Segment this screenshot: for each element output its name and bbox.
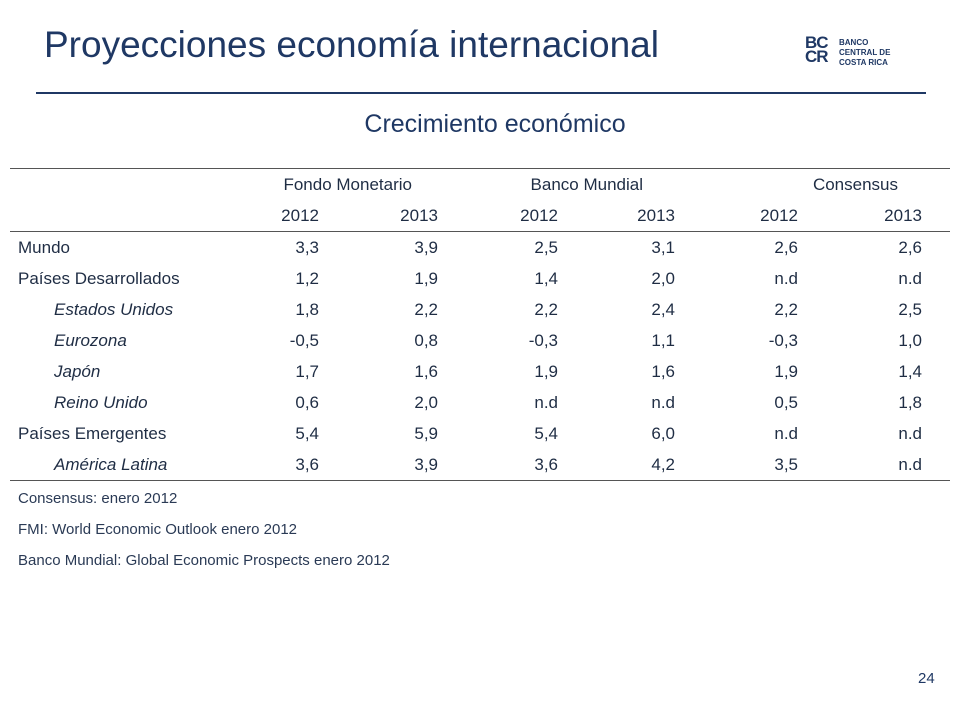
table-cell: 2,6 xyxy=(898,237,922,257)
year-header: 2013 xyxy=(333,200,452,232)
note-fmi: FMI: World Economic Outlook enero 2012 xyxy=(18,521,298,538)
table-cell: 3,6 xyxy=(452,449,572,481)
slide-title: Proyecciones economía internacional xyxy=(44,24,659,65)
row-label: Países Emergentes xyxy=(18,423,167,443)
table-cell: 2,2 xyxy=(414,299,438,319)
header-blank xyxy=(10,168,246,200)
table-cell: 3,9 xyxy=(333,449,452,481)
table-cell: 4,2 xyxy=(572,449,689,481)
table-cell: 5,9 xyxy=(414,423,438,443)
title-divider xyxy=(36,92,926,94)
table-body: Mundo 3,3 3,9 2,5 3,1 2,6 2,6 Países Desarrolla… xyxy=(10,232,950,481)
table-cell: 2,5 xyxy=(534,237,558,257)
table-cell: 1,9 xyxy=(414,268,438,288)
table-row: América Latina 3,6 3,9 3,6 4,2 3,5 n.d xyxy=(10,449,950,481)
table-cell: n.d xyxy=(898,423,922,443)
bccr-logo: BC CR BANCO CENTRAL DE COSTA RICA xyxy=(805,33,920,70)
table-cell: 1,6 xyxy=(414,361,438,381)
table-cell: n.d xyxy=(774,423,798,443)
table-cell: 1,0 xyxy=(898,330,922,350)
table-cell: 2,5 xyxy=(898,299,922,319)
note-consensus: Consensus: enero 2012 xyxy=(18,490,178,507)
row-label: Estados Unidos xyxy=(54,299,174,319)
table-row: Eurozona -0,5 0,8 -0,3 1,1 -0,3 1,0 xyxy=(10,325,950,356)
table-cell: n.d xyxy=(534,392,558,412)
year-header: 2012 xyxy=(452,200,572,232)
table-cell: 2,4 xyxy=(651,299,675,319)
table-cell: 1,9 xyxy=(534,361,558,381)
table-cell: 3,9 xyxy=(414,237,438,257)
table-cell: 2,0 xyxy=(651,268,675,288)
table-cell: 1,8 xyxy=(295,299,319,319)
row-label: Reino Unido xyxy=(54,392,148,412)
row-label: Mundo xyxy=(18,237,70,257)
logo-wordmark: BANCO CENTRAL DE COSTA RICA xyxy=(839,38,891,67)
row-label: Países Desarrollados xyxy=(18,268,180,288)
logo-monogram: BC CR xyxy=(805,33,829,66)
table-cell: 1,1 xyxy=(651,330,675,350)
table-cell: 5,4 xyxy=(534,423,558,443)
table-cell: n.d xyxy=(651,392,675,412)
table-cell: -0,3 xyxy=(528,330,558,350)
table-cell: 0,8 xyxy=(414,330,438,350)
header-blank xyxy=(10,200,246,232)
table-row: Países Desarrollados 1,2 1,9 1,4 2,0 n.d n.d xyxy=(10,263,950,294)
year-header-row: 2012 2013 2012 2013 2012 2013 xyxy=(10,200,950,232)
table-row: Estados Unidos 1,8 2,2 2,2 2,4 2,2 2,5 xyxy=(10,294,950,325)
table-cell: 1,8 xyxy=(898,392,922,412)
table-cell: 1,4 xyxy=(898,361,922,381)
table-subtitle: Crecimiento económico xyxy=(364,110,626,138)
table-cell: 0,6 xyxy=(295,392,319,412)
table-cell: n.d xyxy=(898,268,922,288)
year-header: 2013 xyxy=(572,200,689,232)
table-row: Países Emergentes 5,4 5,9 5,4 6,0 n.d n.d xyxy=(10,418,950,449)
source-notes: Consensus: enero 2012 FMI: World Economi… xyxy=(18,488,390,581)
table-cell: 3,5 xyxy=(689,449,812,481)
note-banco-mundial: Banco Mundial: Global Economic Prospects… xyxy=(18,552,390,569)
table-cell: 2,6 xyxy=(774,237,798,257)
group-header-row: Fondo Monetario Banco Mundial Consensus xyxy=(10,168,950,200)
year-header: 2013 xyxy=(812,200,950,232)
table-cell: 1,7 xyxy=(295,361,319,381)
row-label: Eurozona xyxy=(54,330,127,350)
table-row: Japón 1,7 1,6 1,9 1,6 1,9 1,4 xyxy=(10,356,950,387)
table-cell: 2,2 xyxy=(534,299,558,319)
table-cell: -0,5 xyxy=(289,330,319,350)
table-cell: 5,4 xyxy=(295,423,319,443)
year-header: 2012 xyxy=(246,200,333,232)
table-cell: 3,6 xyxy=(246,449,333,481)
table-row: Reino Unido 0,6 2,0 n.d n.d 0,5 1,8 xyxy=(10,387,950,418)
group-header-consensus: Consensus xyxy=(689,168,950,200)
table-cell: n.d xyxy=(812,449,950,481)
row-label: Japón xyxy=(54,361,101,381)
year-header: 2012 xyxy=(689,200,812,232)
table-cell: 2,0 xyxy=(414,392,438,412)
table-cell: 3,1 xyxy=(651,237,675,257)
table-cell: 6,0 xyxy=(651,423,675,443)
table-cell: 1,2 xyxy=(295,268,319,288)
table-cell: 2,2 xyxy=(774,299,798,319)
table-cell: -0,3 xyxy=(768,330,798,350)
table-row: Mundo 3,3 3,9 2,5 3,1 2,6 2,6 xyxy=(10,232,950,264)
table-cell: 3,3 xyxy=(295,237,319,257)
page-number: 24 xyxy=(918,670,935,687)
group-header-banco-mundial: Banco Mundial xyxy=(452,168,689,200)
row-label: América Latina xyxy=(10,449,246,481)
table-cell: 1,6 xyxy=(651,361,675,381)
table-cell: 0,5 xyxy=(774,392,798,412)
table-cell: 1,9 xyxy=(774,361,798,381)
group-header-fmi: Fondo Monetario xyxy=(246,168,452,200)
table-cell: n.d xyxy=(774,268,798,288)
growth-table: Fondo Monetario Banco Mundial Consensus … xyxy=(10,168,950,481)
table-cell: 1,4 xyxy=(534,268,558,288)
